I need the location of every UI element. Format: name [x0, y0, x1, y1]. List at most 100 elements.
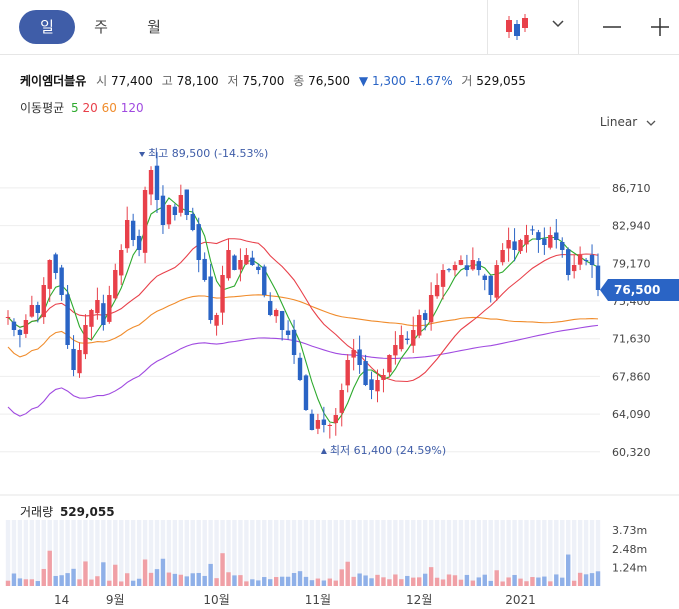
candle-body [577, 255, 583, 265]
tab-weekly[interactable]: 주 [94, 18, 108, 36]
zoom-out-button[interactable] [600, 15, 624, 39]
volume-bar [518, 578, 523, 586]
change-percent: -1.67% [410, 74, 453, 88]
scale-mode-dropdown[interactable]: Linear [600, 115, 657, 129]
volume-bar [250, 579, 255, 586]
candle-body [595, 265, 601, 290]
candle-body [202, 258, 207, 280]
chevron-down-icon[interactable] [548, 14, 568, 34]
candle-body [59, 267, 64, 295]
volume-bar [315, 578, 321, 586]
volume-bar [524, 581, 529, 586]
ma-period-60: 60 [101, 101, 117, 115]
volume-bar [387, 579, 392, 586]
candle-body [148, 170, 154, 195]
volume-bar [434, 577, 440, 586]
volume-bar [113, 564, 118, 586]
candle-body [518, 240, 523, 252]
low-value: 75,700 [242, 74, 285, 88]
volume-bar [214, 578, 219, 586]
chevron-down-icon [646, 120, 656, 126]
candle-body [482, 275, 487, 280]
volume-bar [393, 574, 398, 586]
volume-bar [101, 562, 106, 586]
ma-legend: 이동평균 5 20 60 120 [20, 99, 144, 116]
volume-bar [154, 569, 160, 586]
candle-body [232, 255, 237, 270]
candle-body [536, 232, 541, 240]
zoom-in-button[interactable] [648, 15, 672, 39]
volume-bar [417, 577, 422, 586]
volume-bar [351, 576, 356, 586]
candle-body [589, 254, 595, 265]
volume-bar [142, 559, 148, 586]
scale-mode-label: Linear [599, 115, 638, 129]
candle-body [262, 266, 267, 295]
candle-body [470, 260, 476, 270]
tab-daily[interactable]: 일 [19, 10, 75, 44]
volume-title-label: 거래량 [20, 505, 54, 519]
candle-body [220, 275, 225, 313]
candle-body [5, 317, 11, 318]
volume-bar [500, 581, 505, 586]
candle-body [452, 265, 458, 271]
volume-bar [160, 558, 166, 586]
candle-body [440, 270, 446, 287]
volume-bar [17, 578, 23, 586]
volume-bar [339, 569, 344, 586]
volume-tick-label: 1.24m [612, 561, 647, 574]
stock-name: 케이엠더블유 [20, 74, 87, 88]
close-label: 종 [293, 74, 305, 88]
volume-bar [536, 577, 541, 586]
volume-bar [196, 572, 201, 586]
y-tick-label: 79,170 [612, 257, 651, 270]
volume-bar [23, 579, 29, 586]
current-price-marker [600, 279, 679, 301]
volume-bar [285, 576, 291, 586]
candle-body [417, 315, 422, 336]
ma-period-5: 5 [71, 101, 79, 115]
volume-bar [530, 577, 535, 586]
low-annotation: 최저 61,400 (24.59%) [330, 444, 446, 457]
candle-body [500, 250, 505, 263]
candle-body [124, 220, 130, 249]
candle-body [268, 300, 273, 315]
y-tick-label: 60,320 [612, 446, 651, 459]
volume-bar [256, 580, 261, 586]
x-tick-label: 12월 [406, 593, 432, 607]
high-value: 78,100 [176, 74, 219, 88]
candle-body [172, 206, 178, 215]
candle-body [178, 195, 184, 213]
candlestick-icon[interactable] [500, 10, 536, 44]
candle-body [428, 295, 434, 323]
volume-bar [571, 580, 577, 586]
candle-body [166, 205, 172, 225]
tab-monthly[interactable]: 월 [147, 18, 161, 36]
volume-bar [458, 579, 464, 586]
candle-body [560, 241, 565, 250]
volume-bar [35, 581, 40, 586]
open-label: 시 [96, 74, 108, 88]
volume-bar [357, 573, 362, 586]
candle-body [136, 235, 142, 250]
volume-bar [244, 581, 249, 586]
candle-body [160, 195, 166, 225]
candle-body [548, 235, 553, 248]
ma-period-120: 120 [120, 101, 144, 115]
candle-body [71, 348, 76, 370]
candle-body [279, 311, 285, 330]
volume-bar [583, 574, 589, 586]
candle-body [95, 300, 100, 314]
candle-body [387, 355, 392, 373]
candle-body [65, 294, 70, 345]
candle-body [363, 361, 368, 385]
x-tick-label: 11월 [305, 593, 331, 607]
candle-body [47, 260, 52, 289]
volume-bar [446, 574, 452, 586]
candle-body [434, 285, 440, 297]
candle-body [571, 265, 577, 272]
candle-body [303, 375, 309, 410]
candle-body [89, 310, 94, 327]
volume-bar [268, 579, 273, 586]
